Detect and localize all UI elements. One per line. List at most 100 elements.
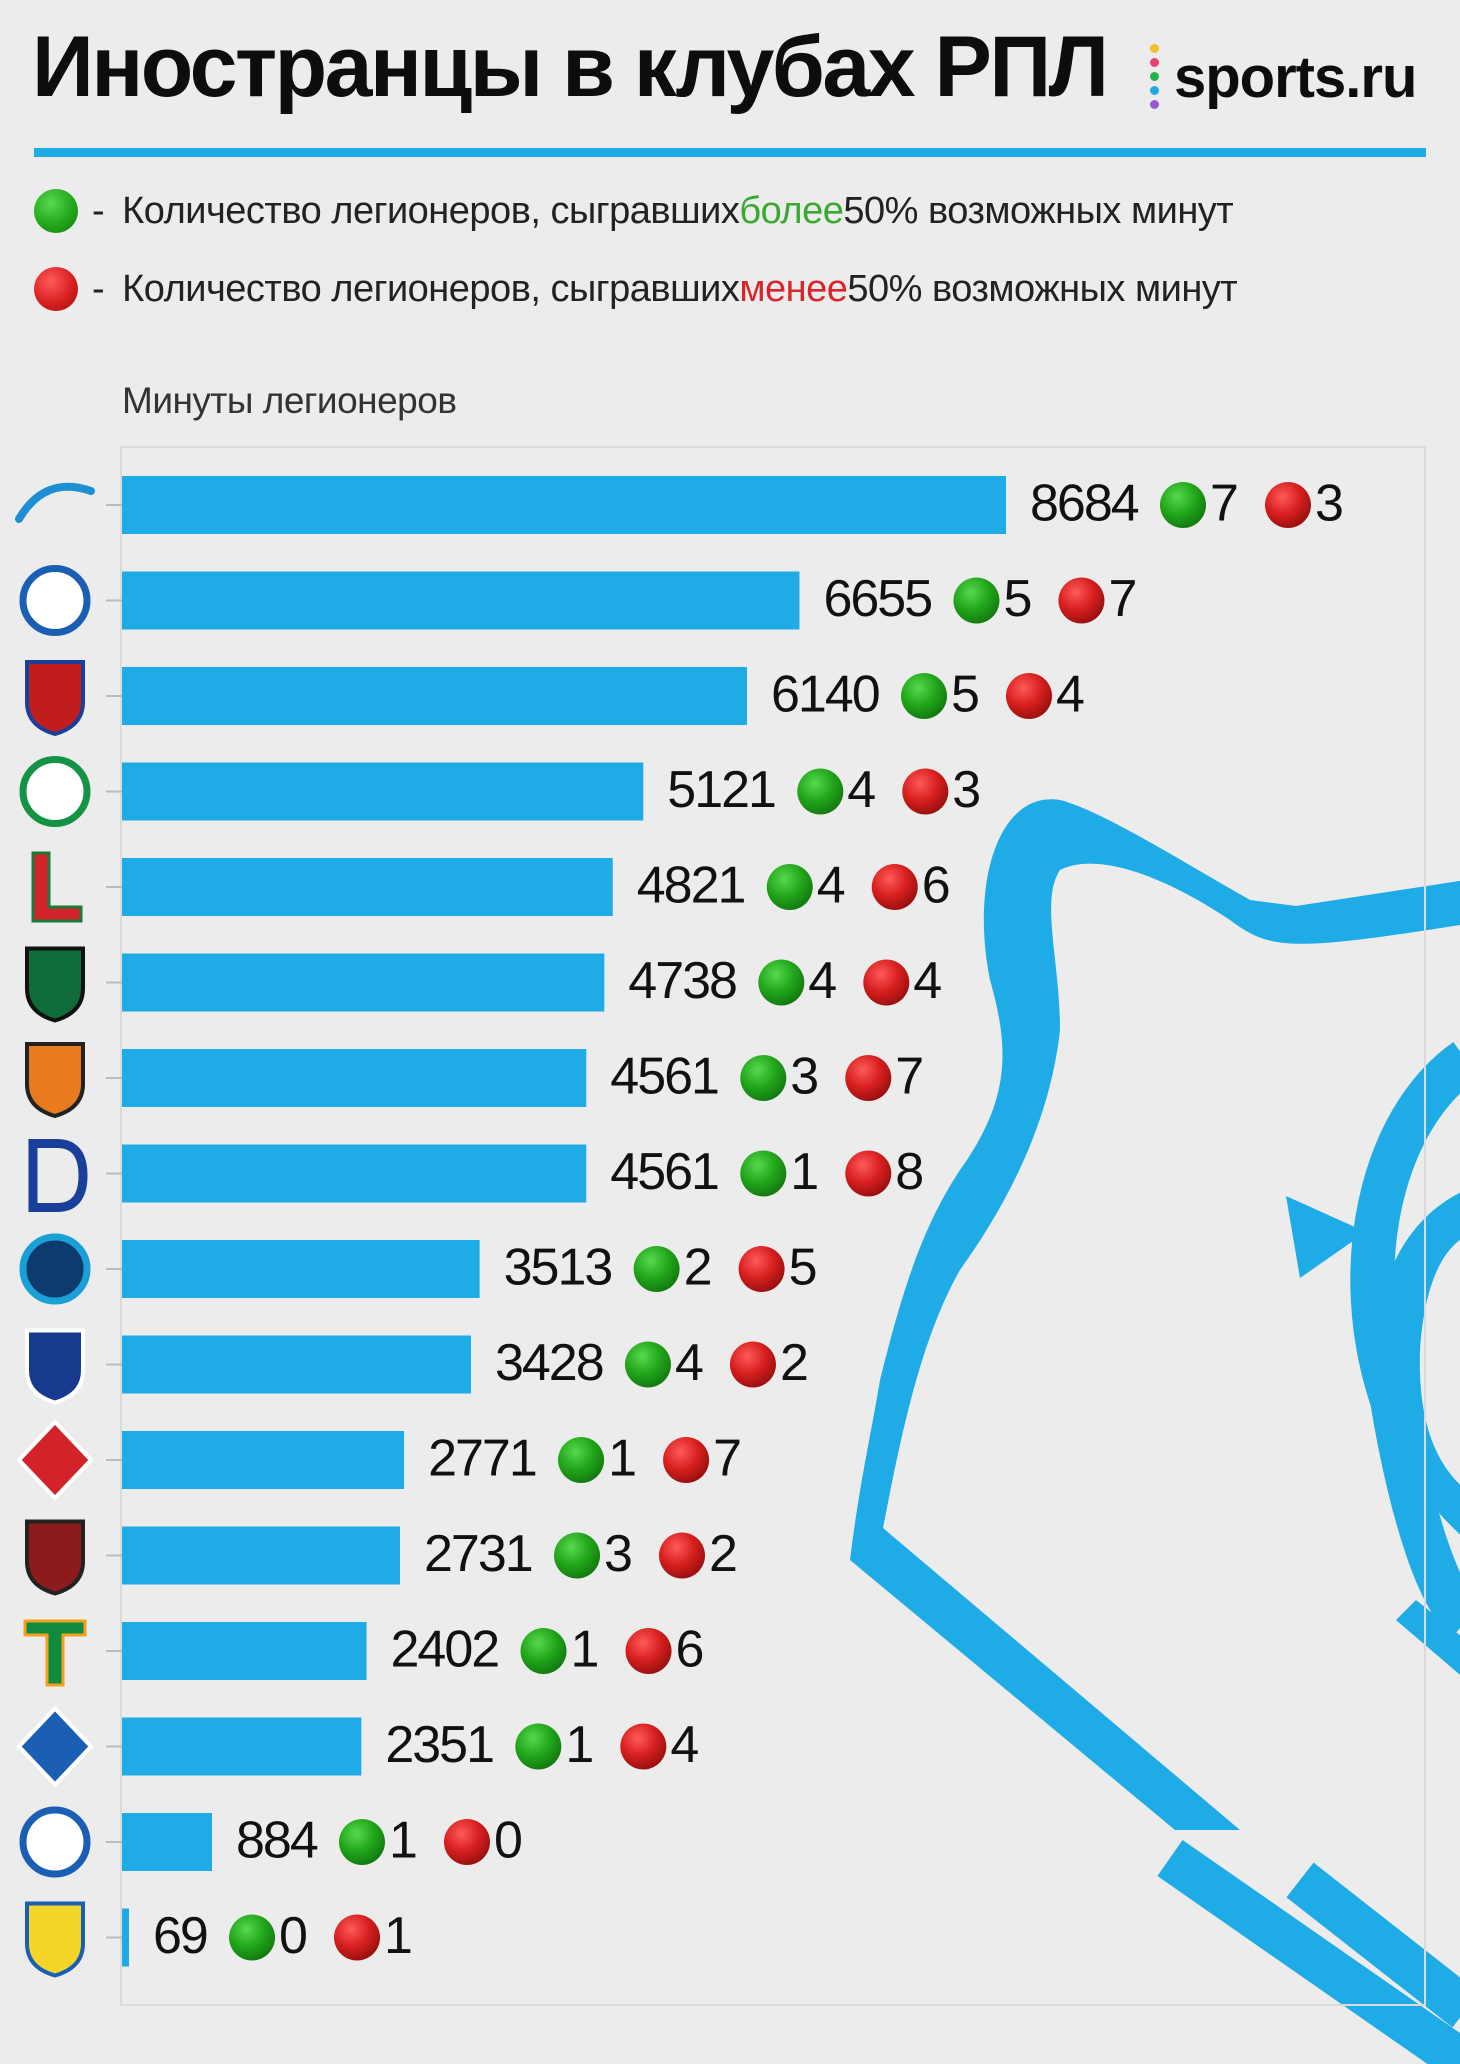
green-count: 1: [608, 1430, 636, 1488]
green-count: 4: [808, 952, 836, 1010]
red-count: 1: [384, 1907, 412, 1965]
value-label: 8684: [1030, 475, 1139, 533]
dynamo-logo: [28, 1139, 88, 1212]
bar: [122, 1144, 587, 1203]
green-count: 4: [675, 1334, 703, 1392]
green-count: 3: [790, 1048, 818, 1106]
akhmat-logo: [19, 756, 91, 827]
green-dot-icon: [740, 1150, 787, 1197]
bar: [122, 1431, 405, 1489]
red-dot-icon: [663, 1437, 710, 1483]
legend-item-red: - Количество легионеров, сыгравших менее…: [34, 264, 1238, 314]
spartak-logo: [16, 1419, 94, 1501]
green-count: 5: [951, 666, 979, 724]
red-count: 5: [789, 1239, 817, 1297]
green-dot-icon: [953, 577, 1000, 624]
red-dot-icon: [1058, 577, 1105, 624]
red-count: 4: [670, 1716, 698, 1774]
bar: [122, 667, 748, 725]
krasnodar-logo: [25, 946, 85, 1023]
ural-logo: [25, 1042, 85, 1119]
bar: [122, 1049, 587, 1107]
red-dot-icon: [729, 1341, 776, 1388]
fakel-logo: [19, 1806, 91, 1878]
red-dot-icon: [1006, 673, 1053, 719]
green-count: 5: [1003, 570, 1031, 628]
sochi-logo: [19, 1233, 91, 1305]
green-count: 1: [389, 1812, 417, 1870]
value-label: 3513: [504, 1239, 612, 1297]
legend-item-green: - Количество легионеров, сыгравших более…: [34, 186, 1234, 236]
red-dot-icon: [871, 864, 918, 910]
red-dot-icon: [334, 1914, 381, 1961]
nizhny-novgorod-logo: [25, 1328, 85, 1405]
zenit-logo: [15, 482, 95, 523]
bar: [122, 1813, 212, 1871]
bar: [122, 1622, 367, 1680]
red-count: 8: [895, 1143, 923, 1201]
red-count: 4: [913, 952, 941, 1010]
sports-ru-logo[interactable]: sports.ru: [1150, 42, 1417, 112]
red-count: 3: [1315, 475, 1343, 533]
green-dot-icon: [338, 1819, 385, 1865]
green-dot-icon: [558, 1437, 605, 1483]
red-count: 2: [709, 1525, 737, 1583]
value-label: 4738: [628, 952, 736, 1010]
red-dot-icon: [1265, 482, 1311, 528]
legend-text-prefix: Количество легионеров, сыгравших: [122, 267, 740, 310]
value-label: 884: [236, 1812, 318, 1870]
value-label: 4821: [637, 857, 745, 915]
legend-dash: -: [92, 189, 105, 232]
bar: [122, 1717, 362, 1776]
green-count: 0: [279, 1907, 307, 1965]
green-dot-icon: [758, 959, 805, 1006]
orenburg-logo: [19, 565, 91, 636]
legend-highlight-less: менее: [739, 267, 848, 310]
cska-logo: [25, 660, 85, 737]
red-count: 4: [1056, 666, 1084, 724]
krylia-sovetov-logo: [16, 1705, 94, 1788]
bar: [122, 476, 1006, 534]
value-label: 2731: [424, 1525, 532, 1583]
green-dot-icon: [229, 1914, 276, 1961]
rostov-logo: [25, 1901, 85, 1978]
bar: [122, 1240, 480, 1298]
green-dot-icon: [624, 1341, 671, 1388]
red-count: 7: [1108, 570, 1136, 628]
bar: [122, 762, 644, 821]
logo-dots-icon: [1150, 42, 1164, 112]
red-dot-icon: [443, 1819, 490, 1865]
green-count: 1: [571, 1621, 599, 1679]
red-dot-icon: [625, 1628, 672, 1674]
green-dot-icon: [901, 673, 948, 719]
green-count: 1: [790, 1143, 818, 1201]
value-label: 2771: [428, 1430, 536, 1488]
legend-highlight-more: более: [739, 189, 844, 232]
bar: [122, 953, 605, 1012]
red-dot-icon: [902, 768, 949, 815]
bar: [122, 1335, 471, 1394]
green-dot-icon: [34, 189, 78, 233]
green-count: 2: [684, 1239, 712, 1297]
red-count: 6: [676, 1621, 704, 1679]
plot-area: [120, 446, 1426, 2006]
green-dot-icon: [1160, 482, 1206, 528]
value-label: 5121: [667, 761, 775, 819]
red-count: 7: [895, 1048, 923, 1106]
green-dot-icon: [740, 1055, 787, 1101]
legend-text-prefix: Количество легионеров, сыгравших: [122, 189, 740, 232]
value-label: 4561: [610, 1143, 718, 1201]
red-dot-icon: [34, 267, 78, 311]
chart-title: Иностранцы в клубах РПЛ: [32, 19, 1109, 115]
logo-text: sports.ru: [1174, 44, 1417, 110]
red-count: 0: [494, 1812, 522, 1870]
red-dot-icon: [845, 1150, 892, 1197]
red-count: 7: [713, 1430, 741, 1488]
red-dot-icon: [863, 959, 910, 1006]
green-count: 3: [604, 1525, 632, 1583]
value-label: 2402: [391, 1621, 499, 1679]
green-count: 1: [565, 1716, 593, 1774]
legend-dash: -: [92, 267, 105, 310]
red-count: 2: [780, 1334, 808, 1392]
